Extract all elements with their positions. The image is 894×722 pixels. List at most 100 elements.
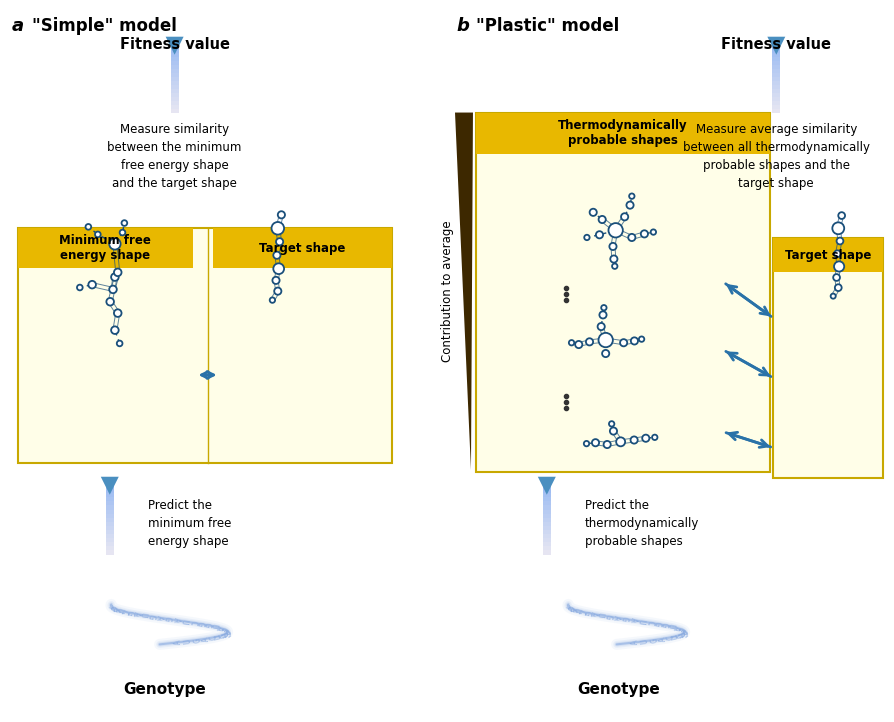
Bar — [772, 89, 780, 92]
Text: G: G — [162, 616, 172, 622]
Bar — [105, 526, 114, 530]
Circle shape — [610, 243, 617, 250]
Bar — [772, 45, 780, 48]
Text: A: A — [224, 627, 232, 638]
Text: G: G — [659, 622, 669, 628]
Bar — [171, 45, 179, 48]
Text: A: A — [568, 605, 578, 613]
Bar — [476, 113, 771, 471]
Circle shape — [616, 438, 625, 446]
Circle shape — [592, 439, 599, 446]
Polygon shape — [165, 37, 183, 55]
Circle shape — [628, 234, 636, 241]
Circle shape — [839, 212, 845, 219]
Circle shape — [598, 333, 613, 347]
Bar — [543, 505, 551, 510]
Text: C: C — [119, 608, 129, 614]
Circle shape — [586, 338, 593, 345]
Text: U: U — [179, 618, 189, 625]
Bar — [171, 105, 179, 108]
Circle shape — [639, 336, 645, 342]
Bar — [772, 65, 780, 69]
Bar — [543, 542, 551, 547]
Circle shape — [601, 305, 606, 310]
Text: U: U — [665, 623, 675, 630]
Circle shape — [627, 201, 634, 209]
Text: U: U — [637, 618, 645, 625]
Text: Target shape: Target shape — [259, 242, 345, 255]
Bar — [105, 477, 114, 481]
Circle shape — [651, 230, 656, 235]
Bar — [105, 522, 114, 526]
Bar — [772, 56, 780, 61]
Circle shape — [114, 269, 122, 276]
Text: A: A — [201, 635, 211, 642]
Circle shape — [642, 435, 649, 442]
Text: Measure similarity
between the minimum
free energy shape
and the target shape: Measure similarity between the minimum f… — [107, 123, 241, 189]
Text: C: C — [675, 625, 685, 632]
Bar — [105, 489, 114, 493]
Bar — [772, 84, 780, 89]
Text: A: A — [628, 617, 637, 623]
Text: A: A — [587, 611, 597, 617]
Text: U: U — [571, 606, 581, 614]
Text: A: A — [670, 624, 680, 631]
Text: U: U — [208, 623, 218, 630]
Circle shape — [274, 264, 284, 274]
Bar — [773, 238, 883, 272]
Bar — [105, 547, 114, 550]
Text: G: G — [193, 637, 202, 643]
Bar — [171, 53, 179, 56]
Text: A: A — [214, 624, 224, 631]
Bar — [543, 485, 551, 489]
Text: U: U — [214, 633, 224, 640]
Bar — [543, 493, 551, 497]
Text: Predict the
minimum free
energy shape: Predict the minimum free energy shape — [148, 499, 231, 548]
Text: U: U — [183, 638, 193, 644]
Bar — [105, 534, 114, 538]
Circle shape — [631, 337, 638, 344]
Text: U: U — [138, 612, 148, 618]
Bar — [105, 501, 114, 505]
Circle shape — [106, 298, 114, 305]
Text: Fitness value: Fitness value — [120, 37, 230, 52]
Circle shape — [276, 238, 283, 245]
Text: Genotype: Genotype — [578, 682, 660, 697]
Text: Minimum free
energy shape: Minimum free energy shape — [59, 234, 151, 262]
Bar — [543, 477, 551, 481]
Circle shape — [621, 213, 628, 220]
Text: G: G — [202, 622, 212, 628]
Bar — [171, 84, 179, 89]
Text: C: C — [218, 625, 228, 632]
Bar — [772, 77, 780, 81]
Bar — [105, 513, 114, 518]
Bar — [105, 497, 114, 501]
Text: C: C — [576, 608, 586, 614]
Bar — [171, 40, 179, 45]
Text: G: G — [675, 631, 686, 638]
Text: U: U — [595, 612, 604, 618]
Polygon shape — [455, 113, 473, 470]
Text: a: a — [12, 17, 24, 35]
Circle shape — [611, 256, 618, 263]
Bar — [772, 100, 780, 105]
Bar — [105, 505, 114, 510]
Circle shape — [278, 212, 285, 219]
Polygon shape — [101, 477, 119, 495]
Bar — [772, 61, 780, 65]
Polygon shape — [767, 37, 785, 55]
Text: Contribution to average: Contribution to average — [441, 220, 453, 362]
Bar — [772, 105, 780, 108]
Bar — [543, 513, 551, 518]
Circle shape — [630, 436, 637, 443]
Bar — [543, 501, 551, 505]
Bar — [543, 526, 551, 530]
Bar — [476, 113, 771, 155]
Bar — [543, 497, 551, 501]
Bar — [772, 37, 780, 40]
Text: Genotype: Genotype — [123, 682, 206, 697]
Text: U: U — [114, 606, 124, 614]
Bar — [772, 40, 780, 45]
Circle shape — [109, 286, 117, 293]
Circle shape — [641, 230, 648, 238]
